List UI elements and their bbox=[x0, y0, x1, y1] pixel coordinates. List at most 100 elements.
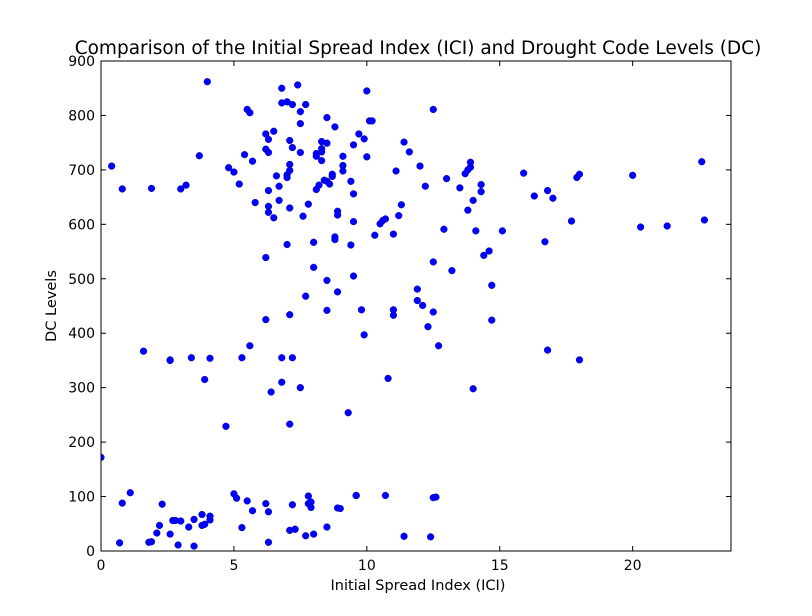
data-point bbox=[288, 501, 296, 509]
data-point bbox=[158, 500, 166, 508]
data-point bbox=[222, 422, 230, 430]
data-point bbox=[323, 114, 331, 122]
x-tick-label: 5 bbox=[229, 558, 238, 574]
data-point bbox=[477, 180, 485, 189]
x-tick-label: 20 bbox=[624, 558, 642, 574]
data-point bbox=[413, 285, 421, 293]
data-point bbox=[299, 212, 307, 220]
data-point bbox=[326, 180, 334, 188]
data-point bbox=[101, 453, 105, 461]
data-point bbox=[296, 108, 304, 116]
x-tick-label: 15 bbox=[491, 558, 509, 574]
data-point bbox=[400, 138, 408, 146]
data-point bbox=[498, 227, 506, 235]
data-point bbox=[118, 185, 126, 193]
data-point bbox=[347, 241, 355, 249]
data-point bbox=[262, 500, 270, 508]
data-point bbox=[251, 198, 259, 207]
data-point bbox=[283, 173, 291, 182]
data-point bbox=[264, 135, 273, 144]
data-point bbox=[405, 148, 413, 156]
data-point bbox=[434, 342, 443, 350]
data-point bbox=[118, 499, 126, 507]
data-point bbox=[201, 520, 209, 528]
y-tick-label: 600 bbox=[68, 217, 95, 233]
data-point bbox=[480, 251, 488, 259]
data-point bbox=[264, 202, 273, 210]
data-point bbox=[294, 81, 302, 89]
data-point bbox=[296, 120, 304, 128]
data-point bbox=[520, 169, 528, 177]
y-tick-label: 800 bbox=[68, 108, 95, 124]
data-point bbox=[328, 170, 336, 178]
data-point bbox=[360, 331, 368, 339]
data-point bbox=[323, 276, 331, 285]
plot-frame bbox=[100, 60, 732, 552]
data-point bbox=[174, 541, 182, 549]
data-point bbox=[310, 530, 318, 538]
data-points-layer bbox=[101, 78, 709, 550]
data-point bbox=[336, 504, 344, 513]
data-point bbox=[466, 163, 475, 171]
data-point bbox=[323, 523, 331, 531]
data-point bbox=[575, 170, 584, 178]
data-point bbox=[363, 87, 371, 95]
data-point bbox=[315, 181, 323, 189]
data-point bbox=[413, 296, 421, 305]
data-point bbox=[190, 515, 198, 524]
data-point bbox=[349, 272, 358, 280]
data-point bbox=[286, 420, 294, 428]
data-point bbox=[469, 196, 477, 204]
data-point bbox=[230, 168, 238, 176]
data-point bbox=[371, 231, 379, 239]
data-point bbox=[206, 354, 214, 362]
data-point bbox=[286, 204, 294, 212]
data-point bbox=[424, 323, 432, 331]
data-point bbox=[567, 217, 576, 225]
data-point bbox=[283, 240, 291, 249]
data-point bbox=[333, 211, 342, 219]
data-point bbox=[469, 385, 477, 393]
data-point bbox=[488, 281, 496, 289]
x-axis-label: Initial Spread Index (ICI) bbox=[331, 578, 506, 594]
data-point bbox=[248, 507, 257, 515]
data-point bbox=[347, 177, 355, 185]
data-point bbox=[488, 316, 496, 324]
data-point bbox=[349, 141, 358, 149]
data-point bbox=[368, 117, 376, 125]
data-point bbox=[296, 148, 304, 157]
y-tick-label: 400 bbox=[68, 326, 95, 342]
y-tick-label: 0 bbox=[86, 544, 95, 560]
data-point bbox=[278, 378, 286, 386]
data-point bbox=[318, 157, 326, 165]
x-tick-label: 10 bbox=[358, 558, 376, 574]
data-point bbox=[472, 227, 480, 235]
data-point bbox=[264, 148, 273, 157]
data-point bbox=[267, 388, 275, 396]
data-point bbox=[419, 301, 427, 310]
data-point bbox=[296, 384, 304, 392]
data-point bbox=[262, 316, 270, 324]
data-point bbox=[264, 508, 273, 516]
data-point bbox=[541, 238, 549, 246]
data-point bbox=[166, 530, 174, 538]
data-point bbox=[333, 288, 342, 296]
data-point bbox=[288, 143, 296, 152]
y-tick-label: 500 bbox=[68, 272, 95, 288]
data-point bbox=[307, 503, 315, 512]
data-point bbox=[286, 136, 294, 145]
data-point bbox=[238, 354, 246, 362]
data-point bbox=[232, 494, 241, 502]
data-point bbox=[448, 267, 456, 275]
data-point bbox=[357, 306, 366, 314]
data-point bbox=[246, 342, 254, 350]
data-point bbox=[288, 354, 296, 362]
data-point bbox=[198, 510, 206, 519]
data-point bbox=[698, 158, 706, 166]
data-point bbox=[700, 216, 709, 224]
data-point bbox=[384, 374, 392, 383]
data-point bbox=[153, 529, 161, 537]
